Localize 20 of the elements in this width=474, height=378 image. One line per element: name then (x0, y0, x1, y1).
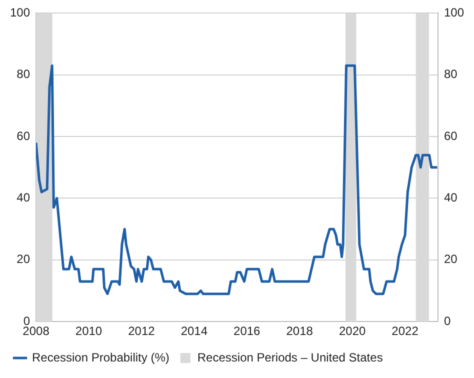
x-tick-label: 2014 (180, 324, 208, 338)
y2-tick-label: 0 (444, 314, 451, 328)
x-tick-label: 2018 (286, 324, 314, 338)
x-tick-label: 2016 (234, 324, 261, 338)
legend-label: Recession Periods – United States (197, 350, 383, 364)
y-tick-label: 20 (16, 252, 30, 266)
y-tick-label: 60 (16, 128, 30, 143)
y2-tick-label: 40 (444, 190, 458, 205)
y-tick-label: 40 (16, 190, 30, 205)
y-tick-label: 100 (10, 6, 30, 20)
x-tick-label: 2012 (128, 324, 156, 338)
y2-tick-label: 80 (444, 67, 458, 82)
y2-tick-label: 60 (444, 128, 458, 143)
y2-tick-label: 20 (444, 252, 458, 266)
x-tick-label: 2022 (392, 324, 419, 338)
x-tick-label: 2020 (338, 324, 366, 338)
legend-label: Recession Probability (%) (32, 350, 170, 364)
y-tick-label: 80 (16, 67, 30, 82)
x-tick-label: 2010 (75, 324, 102, 338)
y2-tick-label: 100 (444, 6, 464, 20)
